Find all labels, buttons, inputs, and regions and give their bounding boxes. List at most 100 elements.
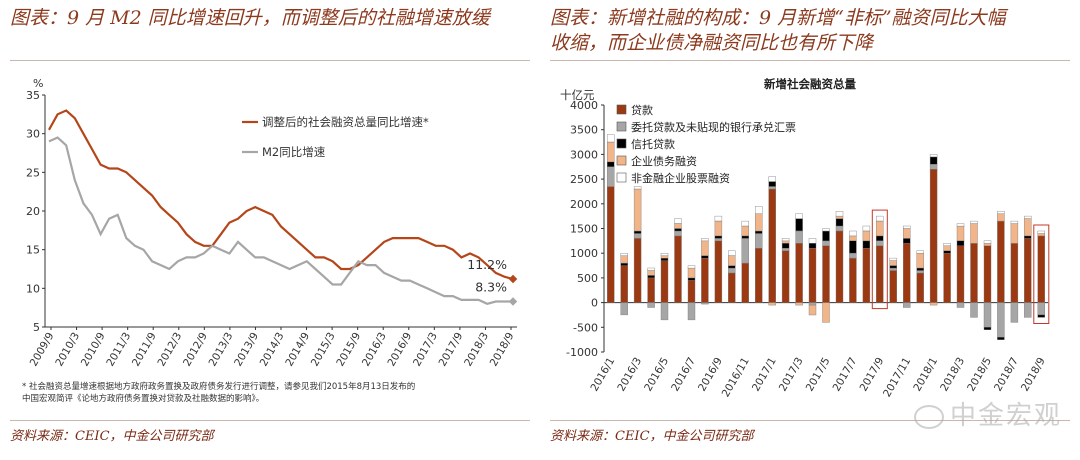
legend-label-equity: 非金融企业股票融资: [631, 171, 730, 185]
tsf-growth-line: [48, 109, 514, 281]
bar-equity: [606, 134, 615, 143]
bar-entrusted: [647, 302, 655, 308]
bar-bonds: [701, 240, 709, 256]
bar-bonds: [876, 220, 884, 237]
bar-trust: [808, 243, 817, 249]
bar-equity: [983, 240, 992, 244]
bar-loans: [943, 252, 951, 303]
legend-label-bonds: 企业债务融资: [631, 154, 697, 168]
bar-bonds: [943, 245, 951, 251]
bar-loans: [660, 260, 669, 303]
bar-loans: [1037, 235, 1045, 303]
bar-loans: [687, 280, 696, 303]
x-tick-label: 2017/9: [858, 356, 887, 394]
bar-entrusted: [674, 230, 682, 237]
bar-entrusted: [620, 302, 628, 316]
left-source: 资料来源：CEIC，中金公司研究部: [10, 429, 214, 444]
bar-trust: [768, 181, 776, 187]
bar-bonds: [835, 215, 844, 219]
bar-loans: [781, 250, 790, 303]
bar-entrusted: [754, 233, 763, 249]
bar-loans: [916, 272, 924, 303]
legend-swatch-entrusted: [616, 121, 627, 132]
bar-loans: [822, 245, 830, 303]
bar-equity: [795, 213, 803, 219]
bar-bonds: [781, 240, 790, 244]
bar-bonds: [929, 302, 938, 306]
bar-equity: [674, 218, 682, 224]
bar-bonds: [674, 223, 682, 229]
bar-trust: [647, 275, 655, 279]
bar-equity: [956, 223, 965, 227]
left-panel: 图表：9 月 M2 同比增速回升，而调整后的社融增速放缓 % 5 10 15 20 25 3…: [10, 7, 530, 444]
bar-bonds: [1024, 218, 1032, 237]
legend-swatch-trust: [616, 138, 627, 149]
bar-equity: [754, 206, 763, 214]
bar-loans: [970, 243, 978, 303]
y-tick-label: 35: [26, 89, 40, 102]
bar-trust: [754, 230, 763, 234]
bar-equity: [687, 265, 696, 269]
x-tick-label: 2017/7: [831, 356, 860, 394]
bar-trust: [728, 265, 736, 269]
bar-trust: [849, 240, 857, 254]
bar-bonds: [795, 302, 803, 306]
x-tick-label: 2016/1: [588, 356, 617, 394]
bar-entrusted: [835, 225, 844, 232]
right-title-rule: [550, 60, 1070, 61]
m2-end-marker: [508, 297, 518, 306]
bar-loans: [647, 277, 655, 303]
bar-equity: [889, 257, 897, 261]
tsf-end-label: 11.2%: [467, 257, 507, 272]
bar-equity: [1024, 215, 1032, 219]
bar-equity: [1037, 230, 1045, 234]
y-axis-unit: %: [33, 77, 43, 90]
bar-loans: [620, 265, 628, 303]
watermark-text: 中金宏观: [949, 401, 1062, 431]
bar-trust: [633, 230, 642, 234]
bar-equity: [903, 225, 911, 229]
bar-trust: [620, 262, 628, 266]
bar-equity: [849, 230, 857, 237]
bar-equity: [876, 215, 884, 222]
bar-loans: [849, 257, 857, 303]
bar-equity: [929, 154, 938, 158]
legend-swatch-bonds: [616, 155, 627, 166]
bar-loans: [1010, 243, 1019, 303]
bar-bonds: [606, 141, 615, 163]
bar-equity: [862, 225, 871, 232]
y-tick-label: 1000: [570, 247, 598, 260]
bar-equity: [647, 267, 655, 271]
x-tick-label: 2017/1: [750, 356, 779, 394]
bar-loans: [701, 257, 709, 303]
bar-entrusted: [849, 252, 857, 259]
bar-loans: [674, 235, 682, 303]
x-tick-label: 2016/3: [615, 356, 644, 394]
bar-loans: [728, 272, 736, 303]
bar-bonds: [862, 230, 871, 242]
bar-entrusted: [903, 302, 911, 308]
bar-bonds: [903, 228, 911, 239]
bar-bonds: [620, 255, 628, 264]
y-tick-label: 1500: [570, 223, 598, 236]
bar-trust: [781, 243, 790, 249]
watermark: 中金宏观: [913, 395, 1062, 432]
bar-bonds: [687, 267, 696, 279]
bar-equity: [633, 186, 642, 190]
x-tick-label: 2018/5: [965, 356, 994, 394]
right-panel: 图表：新增社融的构成：9 月新增“非标”融资同比大幅 收缩，而企业债净融资同比也…: [540, 0, 1080, 460]
bar-trust: [822, 230, 830, 242]
y-tick-label: 10: [26, 282, 40, 295]
bar-trust: [929, 156, 938, 165]
left-footnote-line-2: 中国宏观简评《论地方政府债务置换对贷款及社融数据的影响》。: [22, 394, 265, 404]
bar-loans: [889, 270, 897, 303]
bar-bonds: [754, 213, 763, 232]
bar-entrusted: [768, 186, 776, 190]
legend-label-entrusted: 委托贷款及未贴现的银行承兑汇票: [631, 120, 796, 134]
bar-bonds: [889, 260, 897, 266]
bar-trust: [835, 218, 844, 227]
bar-trust: [687, 277, 696, 281]
bar-equity: [728, 250, 736, 256]
bar-loans: [903, 243, 911, 303]
legend-label-tsf: 调整后的社会融资总量同比增速*: [262, 115, 429, 129]
